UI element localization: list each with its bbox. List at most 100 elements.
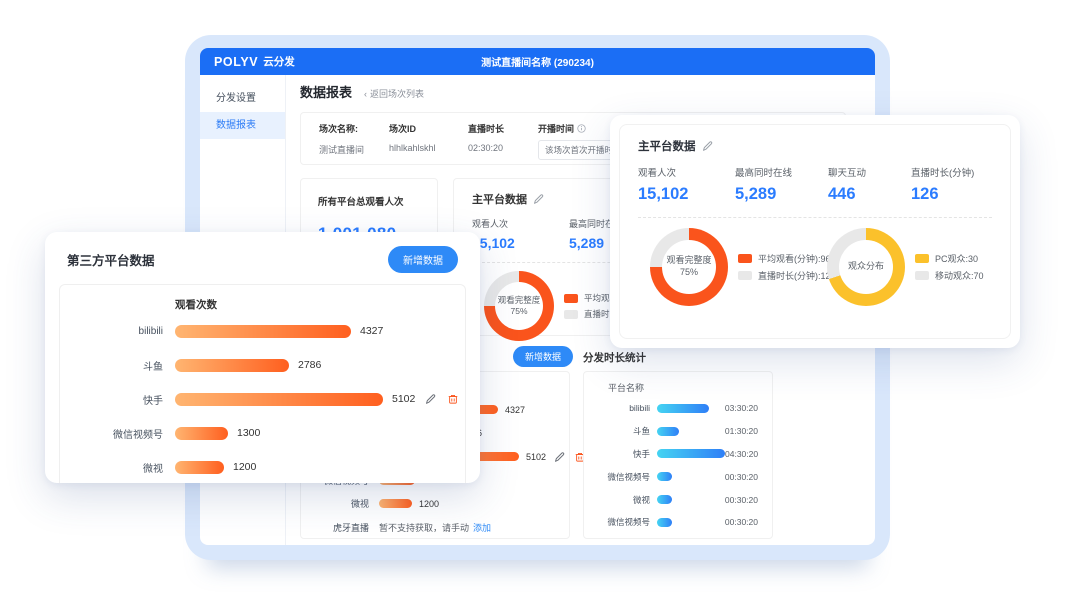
bar-row-bilibili: bilibili 4327 (60, 314, 465, 348)
donut-legend: PC观众:30 移动观众:70 (915, 248, 984, 286)
views-column-header: 观看次数 (175, 299, 217, 311)
stat-value: 15,102 (638, 185, 689, 203)
donut-center-line: 观看完整度 (497, 294, 541, 305)
stat-value: 15,102 (472, 235, 515, 251)
bar-row-微视: 微视 1200 (315, 492, 555, 516)
duration-bar (657, 426, 679, 436)
add-data-button[interactable]: 新增数据 (388, 246, 458, 273)
third-party-data-card: 第三方平台数据 新增数据 观看次数 bilibili 4327 斗鱼 2786 快手 51… (45, 232, 480, 483)
platform-label: 斗鱼 (143, 361, 163, 373)
legend-label: 平均观看(分钟):96 (758, 254, 831, 264)
platform-label: 快手 (143, 395, 163, 407)
donut-chart: 观看完整度 75% (484, 271, 554, 341)
bar-value: 1300 (237, 427, 261, 439)
delete-icon[interactable] (447, 393, 459, 405)
third-party-chart-box: 观看次数 bilibili 4327 斗鱼 2786 快手 5102 微信视频号 1300 微视… (59, 284, 466, 483)
donut-center-label: 观看完整度 75% (495, 282, 543, 330)
bar-row-微视: 微视 1200 (60, 450, 465, 483)
bar-value: 4327 (360, 325, 384, 337)
stat-label: 最高同时在线 (569, 219, 624, 229)
platform-name-header: 平台名称 (608, 383, 645, 393)
main-platform-card-title: 主平台数据 (638, 141, 696, 153)
duration-row: 微视 00:30:20 (594, 488, 758, 511)
total-views-title: 所有平台总观看人次 (318, 197, 404, 208)
bar-value: 1200 (419, 498, 440, 509)
duration-value: 04:30:20 (725, 448, 759, 459)
edit-icon[interactable] (702, 140, 714, 152)
duration-stats-title: 分发时长统计 (583, 352, 646, 364)
row-actions (554, 451, 586, 463)
stat-最高同时在线: 最高同时在线 5,289 (569, 217, 662, 251)
edit-icon[interactable] (533, 193, 545, 205)
stat-value: 5,289 (735, 185, 777, 203)
huya-note: 暂不支持获取，请手动 (379, 522, 470, 533)
stat-value: 5,289 (569, 235, 605, 251)
duration-bar (657, 495, 672, 505)
platform-label: 微视 (143, 463, 163, 475)
duration-stats-panel: 平台名称 bilibili 03:30:20 斗鱼 01:30:20 快手 04:30:2… (583, 371, 773, 539)
duration-bar (657, 403, 709, 413)
duration-bar (657, 472, 672, 482)
add-data-button[interactable]: 新增数据 (512, 346, 573, 367)
stat-聊天互动: 聊天互动 446 (828, 165, 911, 204)
product-name: 云分发 (263, 56, 295, 68)
duration-value: 00:30:20 (724, 471, 758, 482)
legend-swatch (564, 293, 578, 303)
legend-label: PC观众:30 (935, 254, 979, 264)
chevron-left-icon: ‹ (364, 89, 368, 99)
session-name-field: 场次名称: 测试直播间 (319, 124, 365, 155)
donut-center-label: 观看完整度 75% (662, 240, 716, 294)
duration-row: 快手 04:30:20 (594, 443, 758, 466)
legend-swatch (915, 271, 929, 280)
room-title: 测试直播间名称 (290234) (481, 58, 594, 69)
stat-label: 直播时长(分钟) (911, 168, 975, 179)
duration-value: 01:30:20 (724, 426, 758, 437)
live-duration-field: 直播时长 02:30:20 (468, 124, 505, 153)
value-bar (379, 499, 412, 509)
donut-legend: 平均观看(分钟):96 直播时长(分钟):126 (738, 248, 836, 286)
bar-value: 2786 (298, 359, 322, 371)
donut-center-line: 观看完整度 (666, 255, 712, 266)
divider (638, 217, 992, 218)
value-bar (175, 426, 228, 440)
platform-label: 微视 (632, 494, 650, 505)
huya-add-link[interactable]: 添加 (473, 522, 492, 533)
sidebar-item-data-report[interactable]: 数据报表 (200, 112, 285, 139)
stat-最高同时在线: 最高同时在线 5,289 (735, 165, 828, 204)
platform-label: bilibili (629, 403, 650, 414)
platform-label: 微信视频号 (113, 429, 163, 441)
main-platform-title: 主平台数据 (472, 194, 527, 206)
donut-center-line: 75% (679, 267, 698, 277)
stat-value: 446 (828, 185, 856, 203)
bar-row-快手: 快手 5102 (60, 382, 465, 416)
value-bar (175, 460, 224, 474)
stat-label: 观看人次 (472, 219, 509, 229)
titlebar: POLYV 云分发 测试直播间名称 (290234) (200, 48, 875, 75)
platform-label: 虎牙直播 (332, 522, 369, 533)
info-icon[interactable] (577, 124, 586, 133)
legend-item: 移动观众:70 (915, 269, 984, 282)
back-to-session-list-link[interactable]: ‹ 返回场次列表 (364, 89, 425, 99)
bar-row-微信视频号: 微信视频号 1300 (60, 416, 465, 450)
edit-icon[interactable] (425, 393, 437, 405)
platform-label: 微信视频号 (607, 517, 650, 528)
row-actions (425, 393, 459, 405)
platform-label: 微视 (350, 499, 369, 510)
duration-value: 03:30:20 (724, 403, 758, 414)
bar-value: 1200 (233, 461, 257, 473)
donut-chart: 观看完整度 75% (650, 228, 728, 306)
third-party-bars: bilibili 4327 斗鱼 2786 快手 5102 微信视频号 1300 微视 1200 (60, 314, 465, 483)
bar-value: 5102 (526, 451, 547, 462)
legend-swatch (738, 254, 752, 263)
platform-label: 微信视频号 (607, 471, 650, 482)
stat-label: 最高同时在线 (735, 168, 793, 179)
legend-item: 直播时长(分钟):126 (738, 269, 836, 282)
edit-icon[interactable] (554, 451, 566, 463)
platform-label: bilibili (138, 325, 163, 337)
bar-row-斗鱼: 斗鱼 2786 (60, 348, 465, 382)
polyv-logo: POLYV (214, 54, 259, 69)
legend-item: 平均观看(分钟):96 (738, 252, 836, 265)
sidebar-item-distribution-settings[interactable]: 分发设置 (216, 93, 256, 104)
